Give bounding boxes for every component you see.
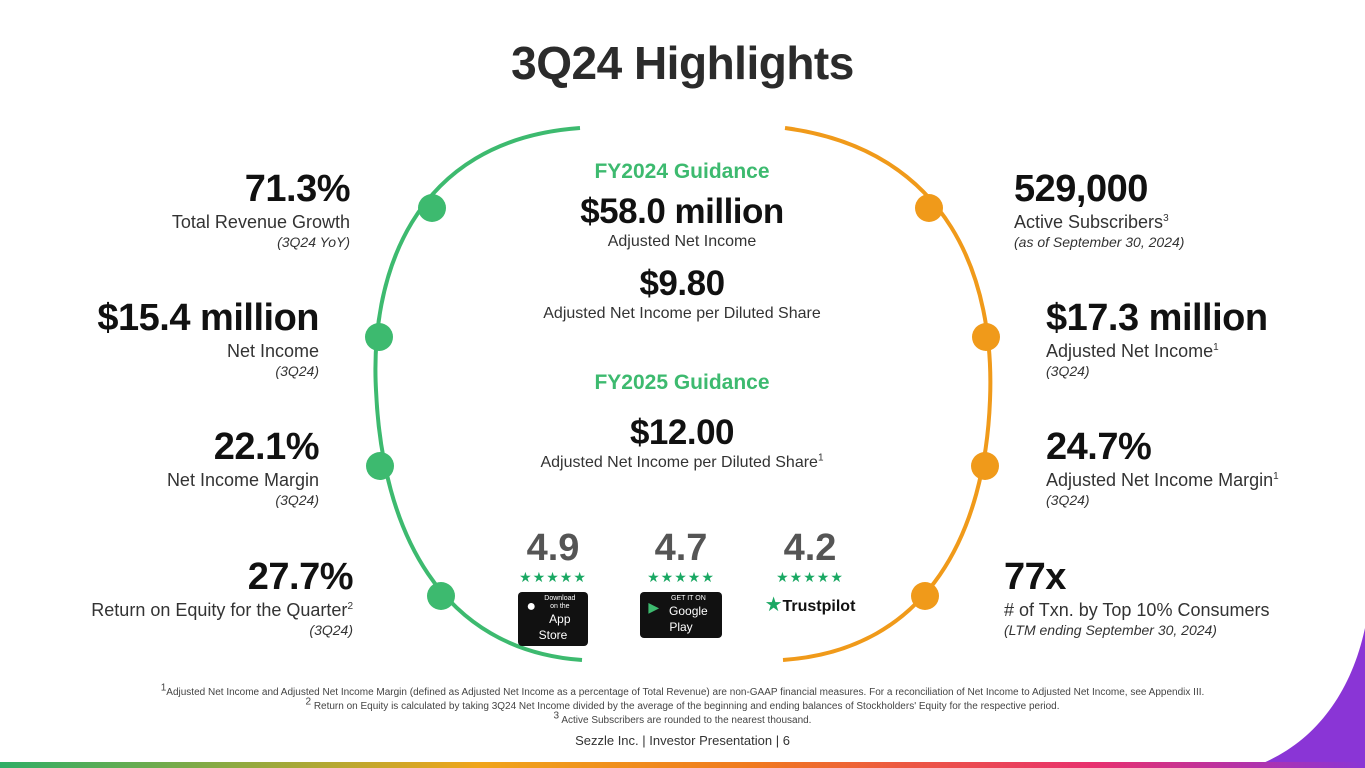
metric-value: $17.3 million (1046, 297, 1268, 339)
metric-value: 71.3% (244, 168, 351, 210)
rating-value: 4.9 (526, 527, 580, 569)
metric-subtext: (3Q24) (275, 492, 319, 508)
footnote-ref: 3 (1163, 213, 1169, 224)
trustpilot-logo: ★Trustpilot (765, 592, 856, 617)
rating-trustpilot: 4.2 ★★★★★ ★Trustpilot (750, 528, 870, 617)
badge-text: Google Play (669, 604, 708, 634)
orange-dot-3 (971, 452, 999, 480)
metric-value: 77x (1004, 556, 1066, 598)
star-rating-icon: ★★★★★ (776, 569, 844, 585)
metric-value: $15.4 million (97, 297, 319, 339)
metric-label: Active Subscribers3 (1014, 212, 1169, 232)
rating-value: 4.2 (783, 527, 837, 569)
metric-transactions-top-consumers: 77x # of Txn. by Top 10% Consumers (LTM … (1004, 555, 1269, 639)
footnote-1: 1Adjusted Net Income and Adjusted Net In… (160, 682, 1205, 698)
star-rating-icon: ★★★★★ (519, 569, 587, 585)
fy2025-eps-label: Adjusted Net Income per Diluted Share1 (540, 452, 824, 471)
metric-subtext: (LTM ending September 30, 2024) (1004, 622, 1217, 638)
fy2025-eps-value: $12.00 (629, 413, 735, 452)
green-dot-1 (418, 194, 446, 222)
metric-return-on-equity: 27.7% Return on Equity for the Quarter2 … (91, 555, 353, 639)
badge-text: Trustpilot (782, 598, 856, 615)
metric-subtext: (3Q24) (1046, 492, 1090, 508)
google-play-icon: ▶ (648, 599, 660, 615)
app-store-badge: ● Download on the App Store (518, 592, 588, 646)
rating-google-play: 4.7 ★★★★★ ▶ GET IT ON Google Play (621, 528, 741, 638)
metric-adjusted-net-income: $17.3 million Adjusted Net Income1 (3Q24… (1046, 296, 1268, 380)
orange-dot-1 (915, 194, 943, 222)
fy2024-guidance: FY2024 Guidance $58.0 million Adjusted N… (482, 160, 882, 324)
footnote-ref: 1 (1273, 471, 1279, 482)
metric-value: 529,000 (1014, 168, 1148, 210)
metric-net-income-margin: 22.1% Net Income Margin (3Q24) (166, 425, 320, 509)
badge-small-text: Download on the (544, 595, 576, 610)
fy2024-eps-value: $9.80 (639, 264, 725, 303)
badge-text: App Store (538, 612, 571, 642)
fy2024-net-income-label: Adjusted Net Income (607, 233, 757, 250)
metric-label: Adjusted Net Income1 (1046, 341, 1219, 361)
metric-value: 24.7% (1046, 426, 1152, 468)
bottom-gradient-bar (0, 762, 1365, 768)
metric-label: Return on Equity for the Quarter2 (91, 600, 353, 620)
green-dot-2 (365, 323, 393, 351)
metric-subtext: (3Q24) (309, 622, 353, 638)
rating-app-store: 4.9 ★★★★★ ● Download on the App Store (493, 528, 613, 646)
metric-label: Adjusted Net Income Margin1 (1046, 470, 1279, 490)
fy2024-heading: FY2024 Guidance (594, 160, 770, 183)
footnote-ref: 1 (817, 452, 824, 464)
fy2024-eps-label: Adjusted Net Income per Diluted Share (543, 305, 821, 322)
metric-label: # of Txn. by Top 10% Consumers (1004, 600, 1270, 620)
metric-subtext: (as of September 30, 2024) (1014, 234, 1185, 250)
metric-net-income: $15.4 million Net Income (3Q24) (97, 296, 319, 380)
green-dot-4 (427, 582, 455, 610)
metric-subtext: (3Q24) (1046, 363, 1090, 379)
badge-small-text: GET IT ON (671, 595, 706, 602)
slide-footer: Sezzle Inc. | Investor Presentation | 6 (575, 733, 790, 748)
page-title: 3Q24 Highlights (511, 37, 854, 89)
apple-icon: ● (526, 598, 536, 615)
metric-active-subscribers: 529,000 Active Subscribers3 (as of Septe… (1014, 167, 1184, 251)
corner-swoosh (1250, 628, 1365, 768)
metric-revenue-growth: 71.3% Total Revenue Growth (3Q24 YoY) (171, 167, 351, 251)
metric-label: Net Income (226, 341, 319, 361)
orange-arc (782, 126, 993, 662)
metric-label: Total Revenue Growth (171, 212, 350, 232)
orange-dot-4 (911, 582, 939, 610)
metric-label: Net Income Margin (166, 470, 319, 490)
metric-subtext: (3Q24) (275, 363, 319, 379)
rating-value: 4.7 (654, 527, 708, 569)
metric-value: 27.7% (247, 556, 354, 598)
google-play-badge: ▶ GET IT ON Google Play (640, 592, 722, 638)
green-dot-3 (366, 452, 394, 480)
green-arc (373, 126, 583, 662)
footnote-3: 3 Active Subscribers are rounded to the … (553, 710, 812, 726)
metric-subtext: (3Q24 YoY) (277, 234, 350, 250)
footnote-ref: 2 (347, 601, 353, 612)
footnote-ref: 1 (1213, 342, 1219, 353)
metric-adjusted-net-income-margin: 24.7% Adjusted Net Income Margin1 (3Q24) (1046, 425, 1279, 509)
orange-dot-2 (972, 323, 1000, 351)
metric-value: 22.1% (213, 426, 320, 468)
fy2024-net-income-value: $58.0 million (580, 192, 784, 231)
star-rating-icon: ★★★★★ (647, 569, 715, 585)
fy2025-guidance: FY2025 Guidance $12.00 Adjusted Net Inco… (482, 371, 882, 473)
trustpilot-star-icon: ★ (764, 594, 783, 616)
fy2025-heading: FY2025 Guidance (594, 371, 770, 394)
footnote-2: 2 Return on Equity is calculated by taki… (305, 696, 1060, 712)
